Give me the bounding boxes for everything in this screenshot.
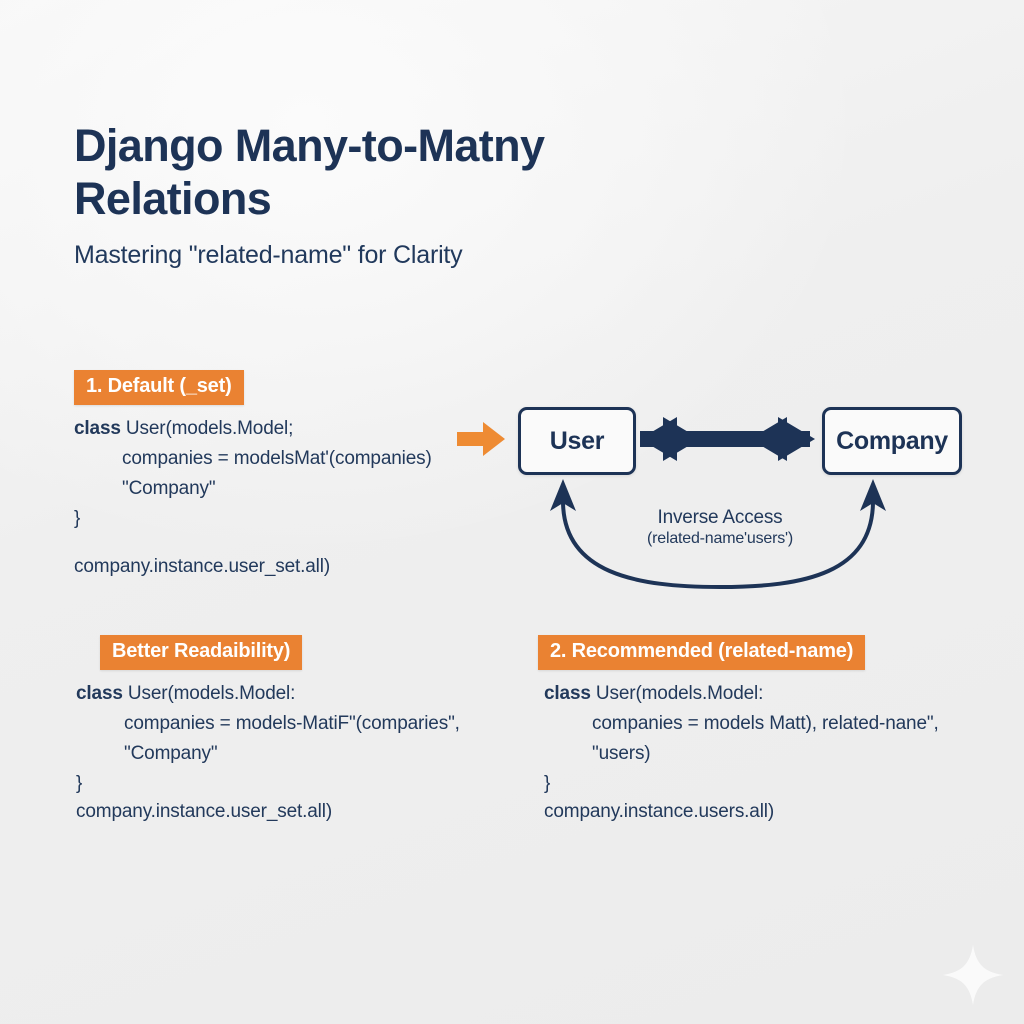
code-keyword: class	[544, 683, 591, 704]
code-line-1: User(models.Model;	[120, 418, 294, 439]
code-line-3: "Company"	[124, 743, 218, 765]
inverse-access-arrowheads-icon	[550, 479, 886, 511]
badge-better-readability: Better Readaibility)	[100, 635, 303, 670]
code-keyword: class	[74, 418, 121, 439]
bidirectional-arrow-icon	[640, 417, 815, 461]
usage-default: company.instance.user_set.all)	[74, 556, 330, 578]
panel-recommended-related-name: 2. Recommended (related-name) class User…	[538, 635, 968, 823]
code-line-3: "Company"	[122, 478, 216, 500]
usage-recommended: company.instance.users.all)	[544, 801, 775, 823]
code-line-4: }	[544, 773, 551, 795]
entity-label-user: User	[549, 426, 605, 455]
badge-recommended: 2. Recommended (related-name)	[538, 635, 866, 670]
inverse-access-curve-icon	[561, 499, 875, 590]
sparkle-icon	[943, 945, 1003, 1005]
code-line-2: companies = models Matt), related-nane",	[592, 713, 939, 735]
entity-box-company[interactable]: Company	[822, 407, 962, 475]
code-line-2: companies = models-MatiF"(comparies",	[124, 713, 460, 735]
code-keyword: class	[76, 683, 123, 704]
entity-label-company: Company	[836, 426, 948, 455]
diagram-vectors	[457, 417, 886, 590]
relation-diagram: User Company Inverse Access (related-nam…	[455, 395, 975, 600]
code-line-1: User(models.Model:	[590, 683, 764, 704]
code-line-1: User(models.Model:	[122, 683, 296, 704]
code-block-default: class User(models.Model; companies = mod…	[74, 414, 474, 534]
header: Django Many-to-Matny Relations Mastering…	[74, 120, 694, 270]
code-line-2: companies = modelsMat'(companies)	[122, 448, 432, 470]
page-title: Django Many-to-Matny Relations	[74, 120, 545, 224]
code-block-recommended: class User(models.Model: companies = mod…	[538, 679, 968, 799]
code-line-3: "users)	[592, 743, 651, 765]
page-subtitle: Mastering "related-name" for Clarity	[74, 241, 463, 270]
entity-box-user[interactable]: User	[518, 407, 636, 475]
code-block-readability: class User(models.Model: companies = mod…	[74, 679, 504, 799]
usage-readability: company.instance.user_set.all)	[76, 801, 332, 823]
orange-arrow-icon	[457, 422, 505, 456]
badge-default-set: 1. Default (_set)	[74, 370, 244, 405]
code-line-4: }	[74, 508, 81, 530]
panel-better-readability: Better Readaibility) class User(models.M…	[74, 635, 504, 823]
panel-default-set: 1. Default (_set) class User(models.Mode…	[74, 370, 474, 578]
code-line-4: }	[76, 773, 83, 795]
